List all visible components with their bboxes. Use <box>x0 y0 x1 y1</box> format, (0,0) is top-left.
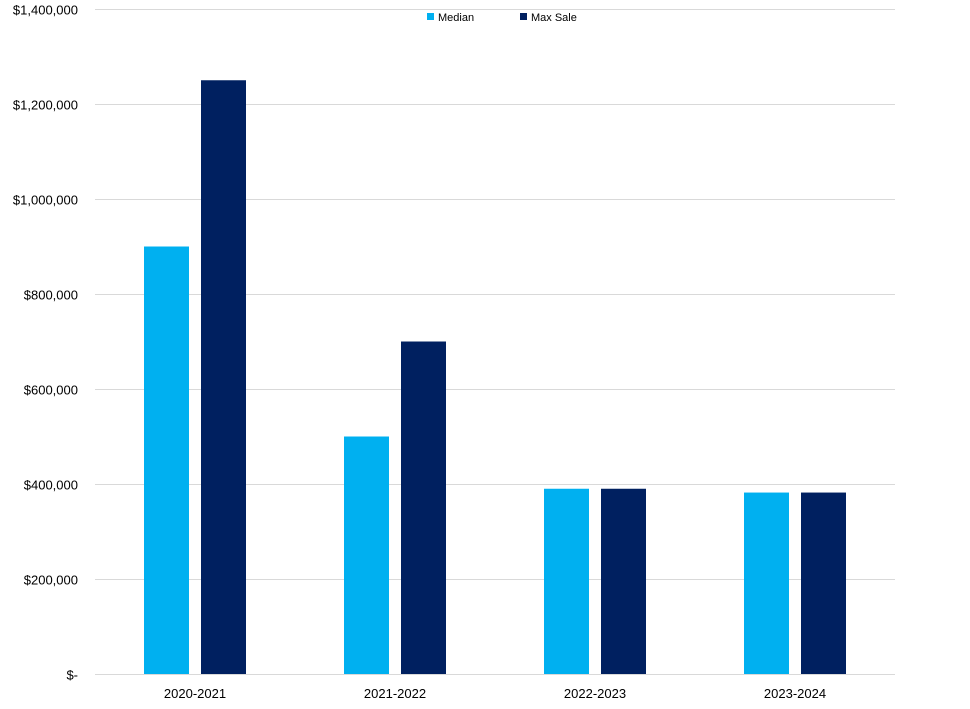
x-tick-label: 2021-2022 <box>364 686 426 701</box>
y-tick-label: $1,200,000 <box>13 98 78 113</box>
bar-median-2022-2023 <box>544 488 589 674</box>
bar-max-sale-2022-2023 <box>601 488 646 674</box>
y-axis-tick-labels: $- $200,000 $400,000 $600,000 $800,000 $1,000… <box>13 3 78 683</box>
bars <box>144 80 846 674</box>
y-tick-label: $1,400,000 <box>13 3 78 18</box>
x-tick-label: 2023-2024 <box>764 686 826 701</box>
y-tick-label: $600,000 <box>24 383 78 398</box>
x-tick-label: 2020-2021 <box>164 686 226 701</box>
x-tick-label: 2022-2023 <box>564 686 626 701</box>
legend-label: Max Sale <box>531 12 577 24</box>
y-tick-label: $400,000 <box>24 478 78 493</box>
bar-median-2023-2024 <box>744 492 789 674</box>
y-tick-label: $800,000 <box>24 288 78 303</box>
legend: Median Max Sale <box>427 12 577 24</box>
legend-label: Median <box>438 12 474 24</box>
y-tick-label: $200,000 <box>24 573 78 588</box>
bar-median-2021-2022 <box>344 436 389 674</box>
y-tick-label: $1,000,000 <box>13 193 78 208</box>
legend-swatch-max-sale <box>520 13 527 20</box>
y-tick-label: $- <box>66 668 78 683</box>
x-axis-tick-labels: 2020-2021 2021-2022 2022-2023 2023-2024 <box>164 686 826 701</box>
bar-max-sale-2020-2021 <box>201 80 246 674</box>
legend-swatch-median <box>427 13 434 20</box>
bar-max-sale-2023-2024 <box>801 492 846 674</box>
bar-max-sale-2021-2022 <box>401 341 446 674</box>
bar-median-2020-2021 <box>144 246 189 674</box>
